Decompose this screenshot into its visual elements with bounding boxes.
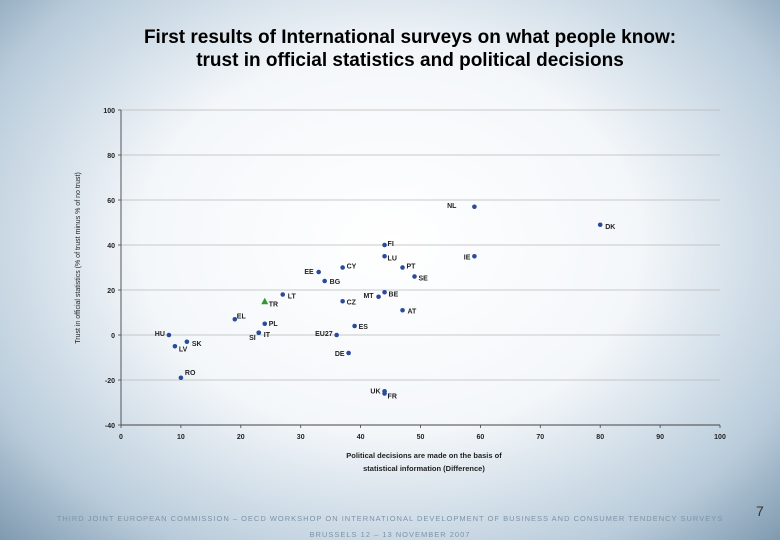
point-cz [340,298,345,304]
x-tick-label: 20 [237,434,245,441]
point-ee [316,269,321,275]
point-label-it: IT [264,332,271,339]
point-label-mt: MT [363,293,374,300]
point-fr [382,391,387,396]
point-cy [340,265,345,270]
chart-axes [118,109,721,428]
x-tick-label: 0 [119,434,123,441]
point-label-nl: NL [447,203,457,210]
point-tr [261,297,269,305]
point-de [346,350,351,356]
point-se [412,274,417,279]
footer-location-date: BRUSSELS 12 – 13 NOVEMBER 2007 [309,530,471,539]
point-lu [382,253,387,259]
y-tick-label: 80 [107,153,115,160]
point-label-cz: CZ [347,299,357,306]
page-number: 7 [756,503,764,519]
x-tick-label: 70 [536,434,544,441]
point-label-el: EL [237,313,247,320]
point-pt [400,265,405,270]
slide-title-line-2: trust in official statistics and politic… [196,50,624,71]
x-axis-label-line-2: statistical information (Difference) [363,464,485,473]
point-label-fi: FI [388,241,394,248]
point-label-si: SI [249,335,256,342]
point-label-hu: HU [155,331,165,338]
x-tick-label: 30 [297,434,305,441]
point-eu27 [334,332,339,338]
slide-title: First results of International surveys o… [0,26,780,72]
point-el [232,316,238,322]
x-tick-label: 90 [656,434,664,441]
slide-title-line-1: First results of International surveys o… [143,27,677,48]
point-lv [172,343,178,349]
point-be [382,289,387,295]
point-es [352,323,357,329]
point-nl [472,204,477,210]
point-label-tr: TR [269,301,278,308]
y-tick-label: -40 [105,423,115,430]
x-tick-label: 50 [417,434,425,441]
point-pl [262,321,268,327]
point-label-pl: PL [269,321,279,328]
point-label-at: AT [408,308,418,315]
point-it [256,330,262,336]
point-label-bg: BG [330,279,341,286]
point-label-lu: LU [388,255,397,262]
point-at [400,307,405,313]
point-ro [178,375,184,381]
y-axis-label: Trust in official statistics (% of trust… [75,172,82,344]
chart-tick-labels: -40 -20 0 20 40 60 80 100 0 10 20 30 40 50 60 70 80 90 100 [103,108,726,441]
chart-gridlines [121,109,720,381]
y-tick-label: 40 [107,243,115,250]
point-label-ie: IE [464,254,471,261]
point-label-be: BE [389,291,399,298]
y-tick-label: 60 [107,198,115,205]
footer-workshop-title: THIRD JOINT EUROPEAN COMMISSION – OECD W… [56,514,724,523]
point-mt [376,294,381,300]
point-label-cy: CY [347,264,357,271]
point-label-pt: PT [407,264,417,271]
point-label-eu27: EU27 [315,331,333,338]
x-tick-label: 10 [177,434,185,441]
x-tick-label: 100 [714,434,726,441]
point-label-uk: UK [370,388,380,395]
point-label-sk: SK [192,341,202,348]
point-label-ro: RO [185,370,196,377]
y-tick-label: 0 [111,333,115,340]
point-label-lv: LV [179,346,188,353]
point-ie [472,253,477,259]
x-tick-label: 40 [357,434,365,441]
point-label-lt: LT [288,294,297,301]
point-label-fr: FR [388,394,397,401]
point-fi [382,242,387,248]
point-label-de: DE [335,351,345,358]
point-label-se: SE [419,276,429,283]
point-label-dk: DK [605,224,615,231]
point-sk [184,339,190,345]
y-tick-label: -20 [105,378,115,385]
point-bg [322,278,327,284]
point-dk [597,222,603,228]
x-tick-label: 60 [477,434,485,441]
x-axis-label-line-1: Political decisions are made on the basi… [346,451,502,460]
y-tick-label: 20 [107,288,115,295]
point-hu [166,332,172,338]
point-label-ee: EE [304,269,314,276]
y-tick-label: 100 [103,108,115,115]
point-label-es: ES [359,324,369,331]
x-tick-label: 80 [596,434,604,441]
point-lt [280,292,286,297]
